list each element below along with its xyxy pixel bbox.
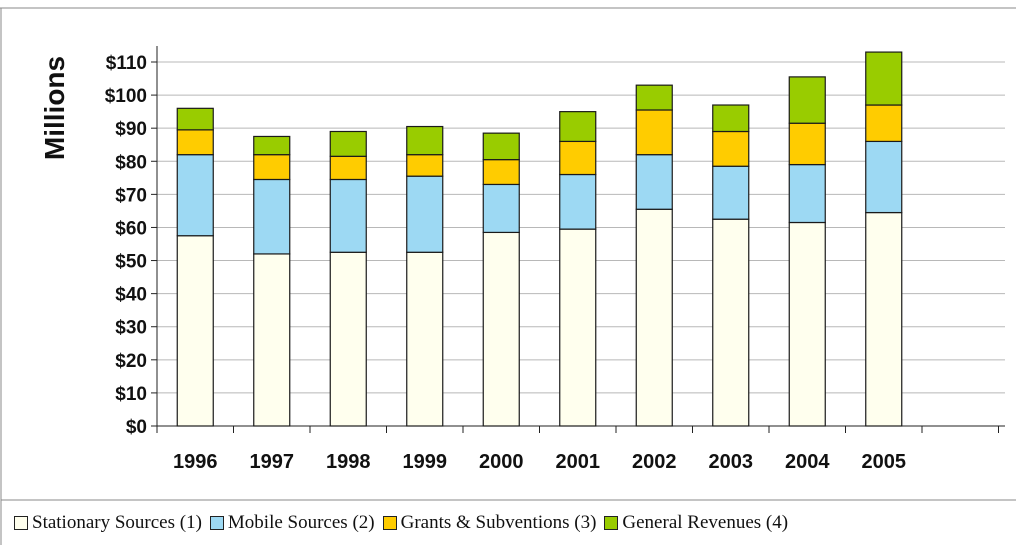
y-tick-label: $10 — [115, 384, 147, 405]
legend-item: Grants & Subventions (3) — [382, 512, 597, 534]
bar-segment — [253, 253, 291, 427]
bar-segment — [712, 104, 750, 133]
bar-segment — [176, 154, 214, 237]
bar-segment — [482, 159, 520, 186]
bar-segment — [329, 251, 367, 427]
x-tick-label: 2003 — [709, 451, 754, 473]
legend-swatch — [382, 516, 397, 530]
bar-segment — [635, 154, 673, 210]
legend-swatch — [209, 516, 224, 530]
y-tick-label: $100 — [105, 86, 147, 107]
bar-segment — [635, 84, 673, 111]
bar-segment — [482, 183, 520, 234]
bar-segment — [788, 76, 826, 124]
bar-segment — [865, 140, 903, 214]
x-tick-label: 2004 — [785, 451, 830, 473]
bar-segment — [482, 132, 520, 161]
y-tick-label: $80 — [115, 152, 147, 173]
bar-segment — [559, 173, 597, 230]
bar-segment — [329, 178, 367, 253]
bar-segment — [788, 122, 826, 166]
x-tick-label: 2001 — [556, 451, 601, 473]
bar-segment — [406, 125, 444, 156]
bar-segment — [712, 218, 750, 427]
y-tick-label: $30 — [115, 318, 147, 339]
legend: Stationary Sources (1) Mobile Sources (2)… — [14, 507, 1016, 539]
bar-segment — [406, 251, 444, 427]
bar-segment — [788, 221, 826, 427]
bar-segment — [176, 107, 214, 131]
bar-segment — [712, 130, 750, 167]
y-tick-label: $50 — [115, 252, 147, 273]
bar-segment — [559, 228, 597, 427]
bar-segment — [635, 208, 673, 427]
x-tick-label: 2005 — [862, 451, 907, 473]
x-tick-label: 2000 — [479, 451, 524, 473]
x-tick-label: 2002 — [632, 451, 677, 473]
legend-swatch — [604, 516, 619, 530]
x-tick-label: 1997 — [250, 451, 295, 473]
x-tick-label: 1998 — [326, 451, 371, 473]
y-tick-label: $70 — [115, 185, 147, 206]
legend-swatch — [14, 516, 28, 530]
x-tick-label: 1999 — [403, 451, 448, 473]
bar-segment — [712, 165, 750, 220]
bar-segment — [329, 155, 367, 181]
y-tick-label: $60 — [115, 218, 147, 239]
legend-label: General Revenues (4) — [622, 512, 789, 533]
bar-segment — [865, 104, 903, 143]
x-tick-label: 1996 — [173, 451, 218, 473]
bar-segment — [865, 51, 903, 106]
legend-label: Stationary Sources (1) — [32, 512, 202, 533]
bar-segment — [635, 109, 673, 156]
plot-area: $0 $10 $20 $30 $40 $50 $60 $70 $80 $90 $100 $110 199… — [105, 46, 1005, 473]
bar-segment — [406, 175, 444, 253]
y-axis-label: Millions — [39, 56, 70, 160]
legend-label: Mobile Sources (2) — [227, 512, 375, 533]
y-tick-label: $0 — [126, 417, 147, 438]
legend-item: Stationary Sources (1) — [14, 512, 202, 534]
y-tick-label: $90 — [115, 119, 147, 140]
bar-segment — [329, 130, 367, 157]
y-tick-label: $110 — [106, 53, 147, 74]
bar-segment — [482, 231, 520, 427]
bar-segment — [406, 154, 444, 177]
bar-segment — [253, 135, 291, 156]
y-tick-label: $40 — [115, 285, 147, 306]
bar-segment — [559, 111, 597, 143]
y-tick-label: $20 — [115, 351, 147, 372]
legend-item: Mobile Sources (2) — [209, 512, 375, 534]
bar-segment — [176, 129, 214, 156]
bar-segment — [253, 178, 291, 255]
bar-segment — [865, 211, 903, 427]
bar-segment — [253, 154, 291, 181]
bar-segment — [788, 163, 826, 224]
legend-label: Grants & Subventions (3) — [400, 512, 597, 533]
bar-segment — [176, 235, 214, 427]
legend-item: General Revenues (4) — [604, 512, 788, 534]
bar-segment — [559, 140, 597, 176]
